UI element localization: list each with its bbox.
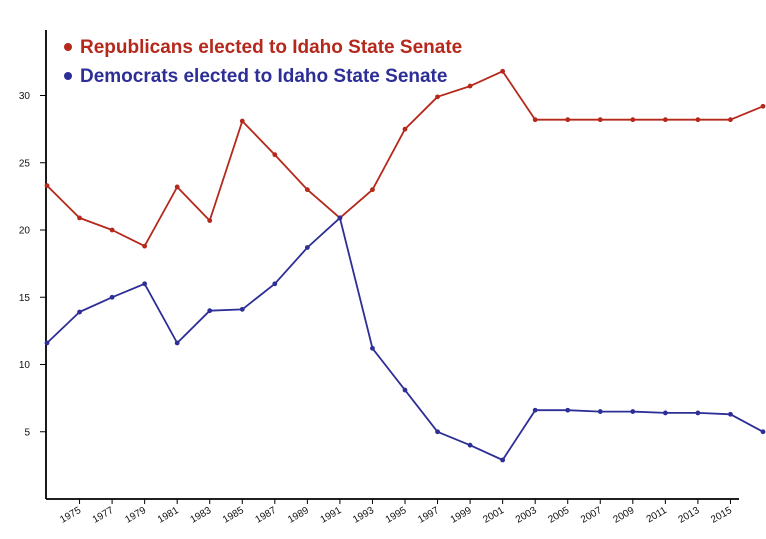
data-point-republicans xyxy=(402,126,408,132)
y-tick-label: 15 xyxy=(19,293,31,304)
data-point-democrats xyxy=(695,410,701,416)
data-point-republicans xyxy=(500,68,506,74)
y-tick-label: 10 xyxy=(19,360,31,371)
data-point-democrats xyxy=(630,409,636,414)
data-point-democrats xyxy=(662,410,668,416)
x-tick-label: 2013 xyxy=(677,505,702,526)
data-point-republicans xyxy=(695,117,701,123)
x-tick-label: 1993 xyxy=(351,505,376,526)
data-point-democrats xyxy=(565,407,571,413)
x-tick-label: 1977 xyxy=(91,505,116,526)
legend: Republicans elected to Idaho State Senat… xyxy=(64,37,462,87)
data-point-republicans xyxy=(597,117,603,123)
x-tick-label: 1999 xyxy=(449,505,474,526)
data-point-democrats xyxy=(728,411,733,417)
data-point-republicans xyxy=(44,183,50,189)
data-point-democrats xyxy=(597,409,603,414)
data-point-democrats xyxy=(760,429,766,435)
data-point-republicans xyxy=(142,243,148,249)
x-axis-ticks: 1975 1977 1979 1981 1983 1985 1987 1989 1991 1993… xyxy=(58,499,734,526)
data-point-democrats xyxy=(272,281,278,287)
x-tick-label: 2009 xyxy=(612,505,637,526)
data-point-republicans xyxy=(174,184,180,190)
data-point-republicans xyxy=(109,227,115,233)
data-point-republicans xyxy=(728,117,733,123)
data-point-republicans xyxy=(304,187,310,193)
x-tick-label: 2011 xyxy=(645,505,670,525)
x-tick-label: 2007 xyxy=(579,505,604,526)
data-point-democrats xyxy=(174,340,180,346)
data-point-democrats xyxy=(435,429,440,435)
data-point-democrats xyxy=(304,245,310,250)
data-point-republicans xyxy=(565,117,571,123)
legend-marker-democrats xyxy=(64,72,72,80)
y-tick-label: 5 xyxy=(24,427,30,438)
data-point-republicans xyxy=(760,103,766,109)
data-point-republicans xyxy=(435,94,440,100)
axes xyxy=(45,30,739,500)
data-point-republicans xyxy=(370,187,375,193)
data-point-democrats xyxy=(337,215,343,221)
x-tick-label: 1979 xyxy=(123,505,148,526)
data-point-republicans xyxy=(207,218,213,223)
series-layer xyxy=(44,68,766,463)
x-tick-label: 1975 xyxy=(58,505,83,526)
data-point-democrats xyxy=(370,345,375,351)
legend-label-republicans: Republicans elected to Idaho State Senat… xyxy=(80,37,462,58)
data-point-democrats xyxy=(239,306,245,312)
data-point-republicans xyxy=(532,117,538,123)
data-point-democrats xyxy=(207,308,213,314)
series-line-democrats xyxy=(46,216,764,461)
x-tick-label: 2001 xyxy=(481,505,506,526)
data-point-republicans xyxy=(272,152,278,158)
x-tick-label: 1987 xyxy=(254,505,279,526)
data-point-democrats xyxy=(532,407,538,413)
x-tick-label: 1995 xyxy=(384,505,409,526)
data-point-republicans xyxy=(662,117,668,123)
data-point-democrats xyxy=(109,294,115,300)
data-point-republicans xyxy=(77,215,82,221)
x-tick-label: 2015 xyxy=(709,505,734,526)
x-tick-label: 2005 xyxy=(546,505,571,526)
data-point-democrats xyxy=(467,442,473,448)
y-axis-ticks: 5 10 15 20 25 30 xyxy=(19,91,46,438)
data-point-democrats xyxy=(142,281,148,287)
x-tick-label: 1985 xyxy=(221,505,246,526)
legend-marker-republicans xyxy=(64,43,72,51)
x-tick-label: 2003 xyxy=(514,505,539,526)
y-tick-label: 20 xyxy=(19,226,31,237)
data-point-democrats xyxy=(77,309,82,315)
data-point-democrats xyxy=(500,457,506,463)
x-tick-label: 1981 xyxy=(156,505,181,526)
data-point-republicans xyxy=(467,83,473,89)
x-tick-label: 1991 xyxy=(319,505,344,526)
data-point-democrats xyxy=(44,340,50,346)
y-tick-label: 25 xyxy=(19,158,31,169)
data-point-republicans xyxy=(239,118,245,124)
legend-label-democrats: Democrats elected to Idaho State Senate xyxy=(80,66,447,87)
x-tick-label: 1983 xyxy=(188,505,213,526)
y-tick-label: 30 xyxy=(19,91,31,102)
x-tick-label: 1997 xyxy=(416,505,441,526)
series-line-republicans xyxy=(46,70,764,248)
x-tick-label: 1989 xyxy=(286,505,311,526)
data-point-democrats xyxy=(402,387,408,393)
data-point-republicans xyxy=(630,117,636,123)
